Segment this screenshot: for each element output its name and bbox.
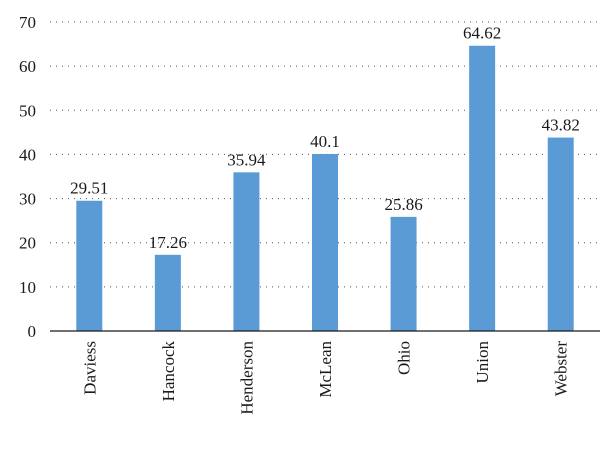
category-label-daviess: Daviess xyxy=(80,341,99,395)
bar-union xyxy=(469,45,496,332)
category-label-henderson: Henderson xyxy=(237,341,256,415)
data-label-union: 64.62 xyxy=(463,24,501,43)
y-tick-label: 40 xyxy=(19,145,36,164)
y-tick-label: 30 xyxy=(19,190,36,209)
data-label-hancock: 17.26 xyxy=(149,233,187,252)
data-label-henderson: 35.94 xyxy=(227,150,266,169)
y-tick-label: 60 xyxy=(19,57,36,76)
category-label-hancock: Hancock xyxy=(159,341,178,402)
data-label-daviess: 29.51 xyxy=(70,179,108,198)
bar-hancock xyxy=(154,254,181,331)
bar-henderson xyxy=(233,172,260,331)
y-tick-label: 20 xyxy=(19,234,36,253)
category-label-ohio: Ohio xyxy=(395,341,414,375)
data-label-ohio: 25.86 xyxy=(384,195,422,214)
bars xyxy=(76,45,574,332)
category-labels: Daviess Hancock Henderson McLean Ohio Union We… xyxy=(80,341,570,415)
bar-ohio xyxy=(390,216,417,331)
y-tick-label: 70 xyxy=(19,13,36,32)
category-label-webster: Webster xyxy=(552,341,571,397)
data-label-webster: 43.82 xyxy=(542,116,580,135)
bar-daviess xyxy=(76,200,103,331)
y-tick-label: 0 xyxy=(28,322,37,341)
data-label-mclean: 40.1 xyxy=(310,132,340,151)
y-tick-label: 50 xyxy=(19,101,36,120)
category-label-union: Union xyxy=(473,341,492,384)
bar-webster xyxy=(547,137,574,331)
y-tick-label: 10 xyxy=(19,278,36,297)
data-labels: 29.51 17.26 35.94 40.1 25.86 64.62 43.82 xyxy=(70,24,580,252)
y-axis-tick-labels: 0 10 20 30 40 50 60 70 xyxy=(19,13,36,341)
category-label-mclean: McLean xyxy=(316,341,335,398)
bar-mclean xyxy=(312,153,338,331)
